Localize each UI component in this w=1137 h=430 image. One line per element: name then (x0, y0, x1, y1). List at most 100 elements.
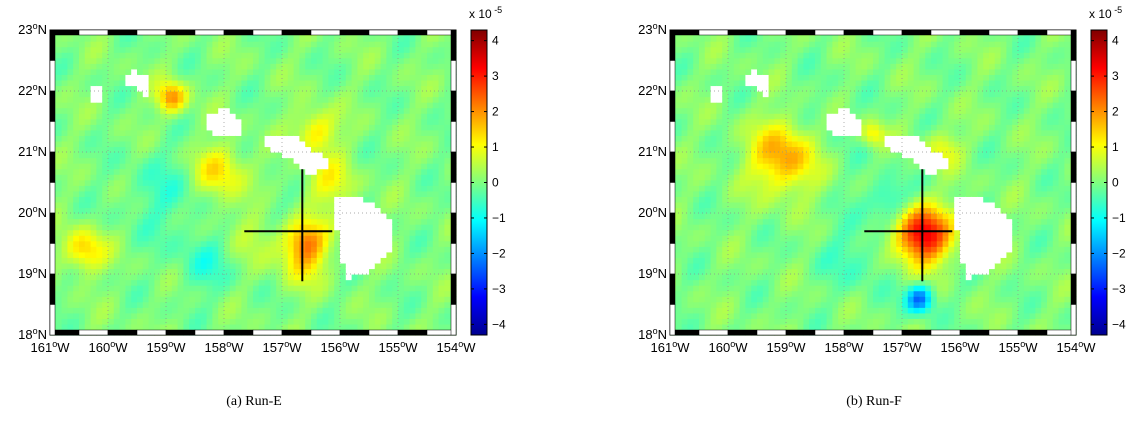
field-cell (763, 235, 769, 241)
field-cell (352, 80, 358, 86)
field-cell (693, 285, 699, 291)
field-cell (444, 274, 450, 280)
field-cell (716, 163, 722, 169)
field-cell (415, 163, 421, 169)
field-cell (711, 113, 717, 119)
field-cell (699, 185, 705, 191)
field-cell (734, 180, 740, 186)
field-cell (427, 52, 433, 58)
field-cell (369, 36, 375, 42)
field-cell (224, 268, 230, 274)
field-cell (195, 36, 201, 42)
field-cell (421, 302, 427, 308)
field-cell (253, 219, 259, 225)
field-cell (282, 63, 288, 69)
field-cell (682, 274, 688, 280)
field-cell (334, 41, 340, 47)
field-cell (149, 158, 155, 164)
field-cell (149, 235, 155, 241)
field-cell (253, 241, 259, 247)
field-cell (346, 52, 352, 58)
field-cell (91, 202, 97, 208)
field-cell (67, 119, 73, 125)
field-cell (734, 130, 740, 136)
field-cell (67, 241, 73, 247)
field-cell (212, 158, 218, 164)
field-cell (693, 119, 699, 125)
field-cell (114, 52, 120, 58)
field-cell (91, 108, 97, 114)
field-cell (363, 185, 369, 191)
field-cell (693, 202, 699, 208)
field-cell (340, 135, 346, 141)
field-cell (369, 108, 375, 114)
field-cell (722, 158, 728, 164)
field-cell (751, 302, 757, 308)
field-cell (207, 102, 213, 108)
field-cell (705, 302, 711, 308)
field-cell (189, 41, 195, 47)
field-cell (218, 302, 224, 308)
field-cell (676, 169, 682, 175)
field-cell (108, 85, 114, 91)
field-cell (375, 63, 381, 69)
land-cell (317, 152, 323, 158)
field-cell (259, 63, 265, 69)
land-cell (352, 219, 358, 225)
field-cell (224, 230, 230, 236)
field-cell (317, 224, 323, 230)
field-cell (687, 97, 693, 103)
colorbar-tick-label: 4 (492, 34, 499, 48)
field-cell (705, 69, 711, 75)
field-cell (108, 119, 114, 125)
field-cell (120, 296, 126, 302)
field-cell (693, 196, 699, 202)
frame-segment (195, 330, 224, 335)
field-cell (131, 36, 137, 42)
field-cell (212, 97, 218, 103)
field-cell (154, 318, 160, 324)
field-cell (375, 97, 381, 103)
field-cell (311, 280, 317, 286)
field-cell (722, 47, 728, 53)
field-cell (421, 191, 427, 197)
field-cell (398, 113, 404, 119)
field-cell (154, 169, 160, 175)
field-cell (439, 207, 445, 213)
field-cell (676, 324, 682, 330)
field-cell (410, 63, 416, 69)
colorbar-tick-label: −1 (492, 211, 506, 225)
field-cell (201, 285, 207, 291)
land-cell (288, 152, 294, 158)
field-cell (421, 291, 427, 297)
field-cell (79, 296, 85, 302)
field-cell (687, 63, 693, 69)
field-cell (676, 263, 682, 269)
field-cell (108, 274, 114, 280)
field-cell (224, 307, 230, 313)
field-cell (73, 163, 79, 169)
field-cell (108, 130, 114, 136)
field-cell (96, 74, 102, 80)
field-cell (745, 191, 751, 197)
field-cell (734, 135, 740, 141)
field-cell (114, 163, 120, 169)
field-cell (282, 80, 288, 86)
field-cell (125, 52, 131, 58)
field-cell (108, 280, 114, 286)
land-cell (386, 246, 392, 252)
field-cell (363, 302, 369, 308)
field-cell (404, 318, 410, 324)
field-cell (433, 285, 439, 291)
field-cell (421, 91, 427, 97)
field-cell (398, 174, 404, 180)
field-cell (79, 102, 85, 108)
field-cell (265, 58, 271, 64)
field-cell (757, 69, 763, 75)
field-cell (705, 152, 711, 158)
x-tick-label: 157oW (263, 339, 303, 355)
field-cell (212, 36, 218, 42)
field-cell (415, 91, 421, 97)
field-cell (253, 202, 259, 208)
field-cell (404, 202, 410, 208)
